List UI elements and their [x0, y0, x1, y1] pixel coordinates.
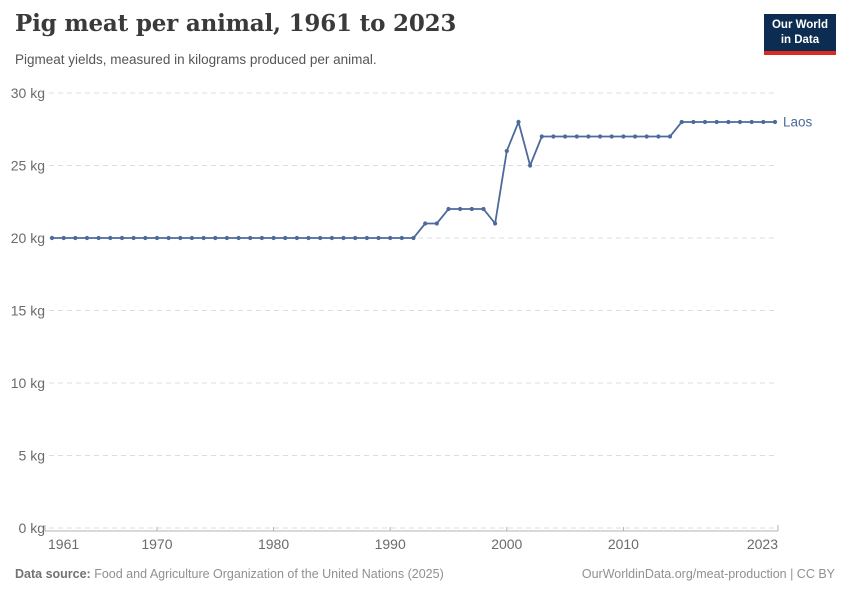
data-point: [679, 119, 684, 125]
data-point: [563, 134, 568, 139]
data-point: [213, 235, 218, 241]
data-point: [633, 134, 638, 139]
data-point: [341, 235, 346, 241]
owid-logo[interactable]: Our World in Data: [763, 14, 836, 55]
page-title: Pig meat per animal, 1961 to 2023: [15, 10, 457, 37]
data-point: [621, 134, 626, 139]
data-point: [598, 134, 603, 139]
data-source-text: Food and Agriculture Organization of the…: [94, 567, 444, 581]
data-point: [574, 134, 579, 139]
data-point: [411, 235, 416, 241]
x-axis-tick-label: 2023: [747, 536, 778, 552]
data-point: [772, 119, 778, 125]
data-point: [166, 235, 171, 241]
y-axis-tick-label: 5 kg: [19, 448, 45, 464]
x-axis-tick-label: 2010: [608, 536, 639, 552]
y-axis-tick-label: 15 kg: [11, 303, 45, 319]
data-point: [469, 206, 474, 212]
data-point: [131, 235, 136, 241]
data-point: [434, 221, 439, 226]
data-point: [376, 235, 381, 241]
data-point: [306, 235, 311, 241]
y-axis-tick-label: 20 kg: [11, 230, 45, 246]
x-axis-tick-label: 1990: [375, 536, 406, 552]
data-point: [551, 134, 556, 139]
data-point: [224, 235, 229, 241]
data-point: [504, 148, 509, 154]
data-point: [189, 235, 194, 241]
page-subtitle: Pigmeat yields, measured in kilograms pr…: [15, 52, 377, 67]
x-axis-tick-label: 2000: [491, 536, 522, 552]
data-point: [154, 235, 160, 241]
data-point: [656, 134, 661, 139]
data-source-label: Data source:: [15, 567, 91, 581]
data-point: [318, 235, 323, 241]
data-point: [108, 235, 113, 241]
data-point: [248, 235, 253, 241]
data-point: [667, 134, 673, 139]
data-point: [73, 235, 78, 241]
chart-footer: Data source: Food and Agriculture Organi…: [15, 567, 835, 581]
data-point: [644, 134, 649, 139]
data-point: [84, 235, 90, 241]
data-point: [737, 119, 743, 125]
data-point: [364, 235, 369, 241]
data-point: [539, 134, 544, 139]
owid-logo-line1: Our World: [771, 19, 828, 31]
data-point: [259, 235, 264, 241]
x-axis-tick-label: 1970: [141, 536, 172, 552]
data-point: [294, 235, 299, 241]
series-line-laos: [52, 119, 775, 239]
data-point: [691, 119, 696, 125]
data-point: [329, 235, 334, 241]
data-point: [458, 206, 463, 212]
data-point: [481, 206, 486, 212]
data-point: [49, 235, 55, 241]
credit-link[interactable]: OurWorldinData.org/meat-production | CC …: [581, 567, 835, 581]
x-axis-tick-label: 1980: [258, 536, 289, 552]
data-point: [446, 206, 451, 212]
data-point: [388, 235, 393, 241]
owid-logo-line2: in Data: [780, 33, 820, 46]
data-point: [143, 235, 148, 241]
data-point: [761, 119, 766, 125]
data-point: [178, 235, 183, 241]
data-point: [493, 221, 498, 226]
data-point: [702, 119, 708, 125]
data-point: [749, 119, 754, 125]
x-axis-tick-label: 1961: [48, 536, 79, 552]
y-axis-tick-label: 10 kg: [11, 375, 45, 391]
data-point: [609, 134, 614, 139]
data-point: [353, 235, 358, 241]
data-point: [586, 134, 591, 139]
y-axis-tick-label: 25 kg: [11, 158, 45, 174]
data-point: [726, 119, 731, 125]
data-point: [96, 235, 101, 241]
data-point: [271, 235, 276, 241]
data-point: [61, 235, 66, 241]
data-point: [423, 221, 428, 226]
data-point: [201, 235, 206, 241]
data-point: [714, 119, 719, 125]
data-source: Data source: Food and Agriculture Organi…: [15, 567, 444, 581]
line-chart-canvas[interactable]: 0 kg 5 kg 10 kg 15 kg 20 kg 25 kg 30 kg 1961 197…: [0, 80, 850, 560]
data-point: [119, 235, 125, 241]
data-point: [399, 235, 404, 241]
series-end-label-laos[interactable]: Laos: [783, 115, 813, 130]
data-point: [516, 119, 521, 125]
data-point: [236, 235, 241, 241]
data-point: [528, 163, 533, 168]
data-point: [283, 235, 288, 241]
y-axis-tick-label: 30 kg: [11, 85, 45, 101]
y-axis-tick-label: 0 kg: [19, 520, 45, 536]
